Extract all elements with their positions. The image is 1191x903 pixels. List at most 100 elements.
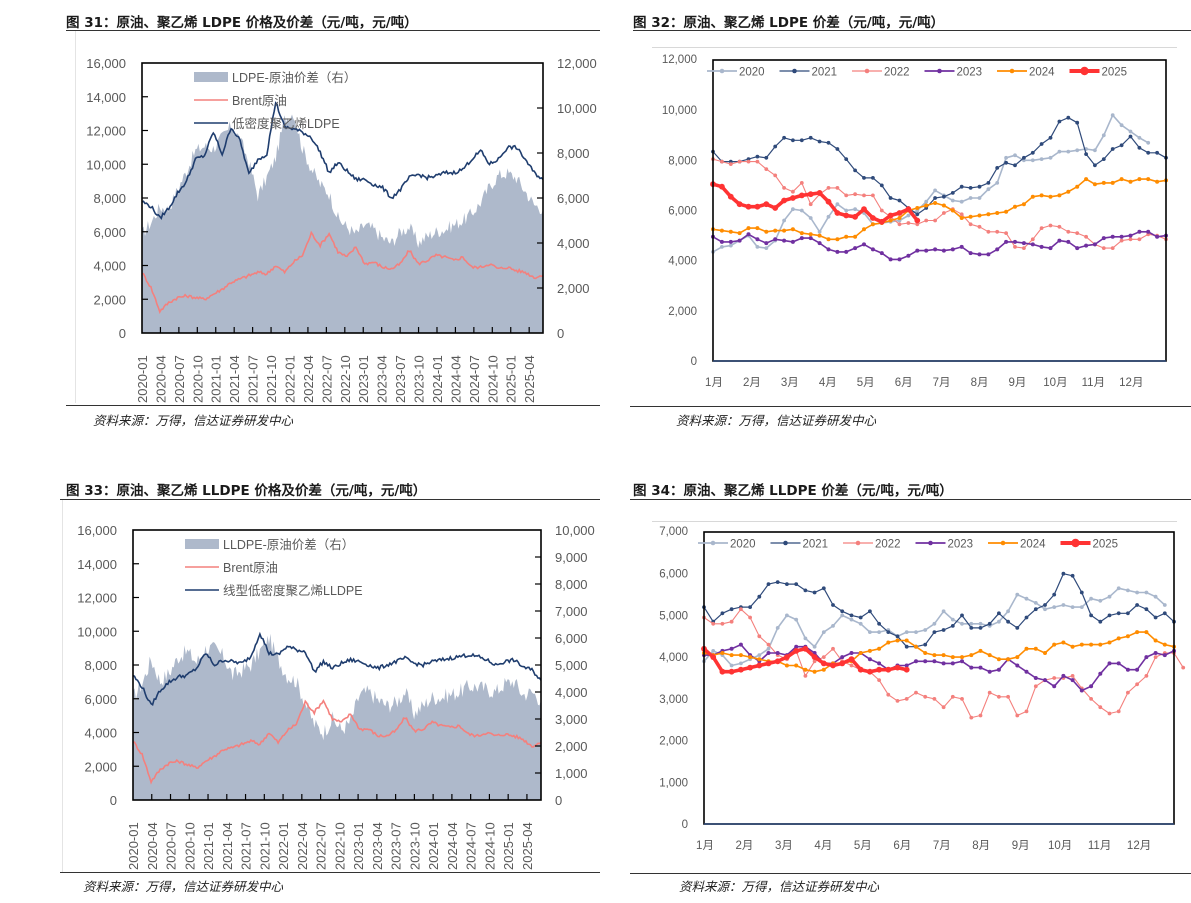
data-point-2023: [1030, 242, 1035, 247]
data-point-2024: [835, 237, 840, 242]
data-point-2020: [755, 245, 760, 249]
x-axis-tick-label: 2020-01: [135, 355, 150, 403]
data-point-2021: [1061, 571, 1066, 576]
data-point-2025: [878, 218, 885, 225]
x-axis-tick-label: 2021-07: [246, 355, 261, 403]
data-point-2023: [862, 242, 866, 247]
data-point-2022: [773, 173, 778, 178]
data-point-2025: [885, 666, 892, 673]
x-axis-tick-label: 2023-07: [389, 822, 404, 870]
legend-label-2020: 2020: [730, 539, 756, 551]
data-point-2023: [941, 248, 946, 253]
right-axis-tick-label: 10,000: [557, 101, 597, 116]
right-axis-tick-label: 8,000: [557, 146, 590, 161]
data-point-2022: [803, 674, 808, 678]
data-point-2023: [897, 257, 902, 262]
data-point-2022: [737, 159, 742, 164]
data-point-2023: [766, 651, 771, 655]
data-point-2021: [997, 611, 1001, 616]
legend-marker-2020: [710, 540, 716, 546]
data-point-2022: [977, 224, 982, 229]
data-point-2020: [1070, 605, 1075, 609]
left-axis-tick-label: 14,000: [86, 90, 126, 105]
data-point-2021: [755, 154, 760, 159]
data-point-2022: [1039, 226, 1044, 231]
left-axis-tick-label: 6,000: [93, 225, 126, 240]
data-point-2021: [871, 176, 875, 180]
series-line-2021: [703, 573, 1175, 648]
right-axis-tick-label: 2,000: [557, 281, 590, 296]
x-axis-tick-label: 2024-07: [464, 822, 479, 870]
data-point-2024: [1146, 177, 1151, 182]
right-axis-tick-label: 1,000: [555, 766, 588, 781]
data-point-2020: [799, 208, 804, 213]
data-point-2021: [923, 642, 928, 647]
data-point-2023: [996, 667, 1001, 672]
figure-34-source-rule: [630, 873, 1191, 874]
data-point-2024: [1135, 630, 1140, 635]
y-axis-tick-label: 0: [682, 819, 688, 831]
data-point-2024: [1004, 209, 1009, 214]
data-point-2021: [1075, 120, 1080, 125]
data-point-2024: [808, 232, 813, 237]
data-point-2022: [739, 607, 743, 612]
data-point-2021: [968, 186, 973, 190]
data-point-2020: [941, 609, 946, 614]
plot-frame: [703, 531, 1175, 825]
data-point-2022: [915, 222, 920, 227]
figure-32-frame: [652, 47, 1177, 48]
data-point-2023: [826, 247, 831, 252]
legend-marker-2022: [864, 68, 870, 74]
data-point-2023: [1015, 663, 1020, 668]
x-axis-tick-label: 2021-01: [201, 822, 216, 870]
data-point-2022: [969, 715, 974, 720]
x-axis-tick-label: 2021-04: [227, 355, 242, 403]
data-point-2024: [915, 206, 920, 210]
data-point-2024: [1153, 638, 1158, 643]
data-point-2023: [986, 252, 991, 257]
data-point-2021: [720, 611, 725, 616]
x-axis-tick-label: 2020-01: [126, 822, 141, 870]
data-point-2023: [977, 252, 982, 257]
data-point-2023: [1039, 244, 1044, 249]
y-axis-tick-label: 7,000: [659, 526, 688, 538]
x-axis-tick-label: 2023-10: [407, 822, 422, 870]
data-point-2024: [1092, 182, 1097, 187]
left-axis-tick-label: 0: [110, 793, 117, 808]
right-axis-tick-label: 2,000: [555, 739, 588, 754]
data-point-2025: [728, 668, 735, 675]
left-axis-tick-label: 16,000: [86, 56, 126, 71]
right-axis-tick-label: 12,000: [557, 56, 597, 71]
x-axis-tick-label: 2022-01: [282, 355, 297, 403]
y-axis-tick-label: 4,000: [659, 652, 688, 664]
x-axis-tick-label: 2024-10: [485, 355, 500, 403]
x-axis-tick-label: 2021-10: [264, 355, 279, 403]
data-point-2023: [1033, 676, 1038, 680]
data-point-2024: [782, 228, 787, 233]
figure-32-title-rule: [633, 30, 1191, 31]
data-point-2022: [886, 692, 891, 697]
data-point-2024: [1048, 194, 1053, 199]
right-axis-tick-label: 6,000: [555, 631, 588, 646]
left-axis-tick-label: 8,000: [93, 191, 126, 206]
x-axis-tick-label: 2021-10: [257, 822, 272, 870]
data-point-2021: [959, 184, 964, 189]
figure-33-source-rule: [60, 872, 600, 873]
data-point-2023: [923, 659, 928, 664]
data-point-2025: [905, 206, 912, 213]
data-point-2024: [1039, 193, 1044, 198]
data-point-2023: [1137, 229, 1142, 234]
data-point-2023: [969, 665, 974, 670]
figure-32-source-rule: [630, 406, 1191, 407]
data-point-2021: [1153, 615, 1158, 620]
data-point-2021: [1015, 626, 1020, 630]
data-point-2022: [1013, 245, 1017, 249]
data-point-2021: [977, 184, 982, 189]
data-point-2022: [757, 634, 762, 639]
data-point-2022: [1119, 238, 1124, 243]
data-point-2021: [1162, 611, 1167, 616]
right-axis-tick-label: 4,000: [557, 236, 590, 251]
data-point-2022: [755, 159, 760, 164]
data-point-2023: [794, 644, 799, 649]
left-axis-tick-label: 10,000: [77, 624, 117, 639]
